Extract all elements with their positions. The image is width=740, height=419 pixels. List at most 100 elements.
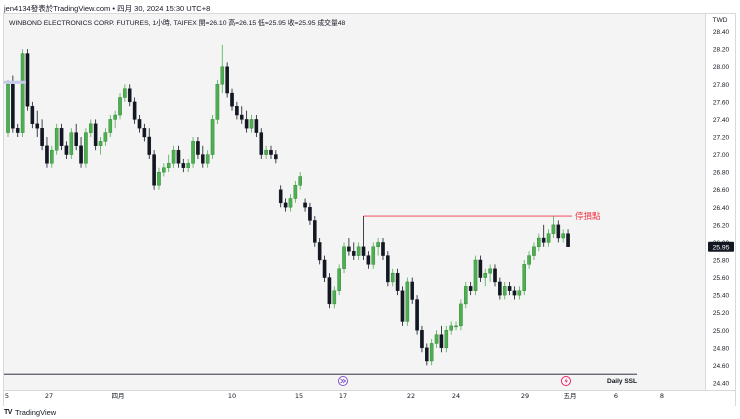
candle-body[interactable] bbox=[59, 128, 64, 146]
candle-body[interactable] bbox=[230, 92, 234, 107]
candle-body[interactable] bbox=[54, 128, 59, 151]
candle-body[interactable] bbox=[108, 119, 113, 133]
candle-body[interactable] bbox=[386, 255, 390, 283]
candle-body[interactable] bbox=[537, 237, 541, 248]
candle-body[interactable] bbox=[566, 233, 570, 248]
candle-body[interactable] bbox=[264, 149, 268, 155]
candle-body[interactable] bbox=[147, 136, 152, 155]
candle-body[interactable] bbox=[220, 66, 225, 85]
candle-body[interactable] bbox=[152, 154, 156, 186]
candle-body[interactable] bbox=[400, 290, 405, 322]
candle-body[interactable] bbox=[20, 53, 25, 133]
candle-body[interactable] bbox=[405, 281, 410, 322]
candle-body[interactable] bbox=[502, 286, 507, 296]
candle-body[interactable] bbox=[332, 290, 337, 305]
candle-body[interactable] bbox=[239, 114, 244, 120]
candle-body[interactable] bbox=[127, 88, 132, 103]
candle-body[interactable] bbox=[541, 237, 546, 243]
candle-body[interactable] bbox=[337, 268, 341, 291]
candle-body[interactable] bbox=[478, 259, 483, 278]
candle-body[interactable] bbox=[381, 242, 385, 256]
candle-body[interactable] bbox=[308, 207, 312, 221]
candle-body[interactable] bbox=[303, 202, 307, 208]
candle-body[interactable] bbox=[347, 246, 351, 252]
candle-body[interactable] bbox=[84, 132, 88, 164]
candle-body[interactable] bbox=[191, 141, 195, 164]
candle-body[interactable] bbox=[517, 290, 522, 296]
candle-body[interactable] bbox=[507, 286, 512, 291]
candle-body[interactable] bbox=[181, 163, 186, 168]
candle-body[interactable] bbox=[74, 132, 78, 146]
candle-body[interactable] bbox=[371, 246, 376, 265]
candle-body[interactable] bbox=[249, 119, 254, 129]
candle-body[interactable] bbox=[488, 268, 492, 274]
candle-body[interactable] bbox=[166, 163, 171, 168]
candle-body[interactable] bbox=[278, 189, 283, 204]
candle-body[interactable] bbox=[288, 198, 293, 208]
candle-body[interactable] bbox=[527, 255, 531, 265]
candle-body[interactable] bbox=[322, 259, 327, 278]
candle-body[interactable] bbox=[118, 97, 122, 116]
candle-body[interactable] bbox=[444, 330, 449, 349]
candle-body[interactable] bbox=[235, 106, 239, 116]
candle-body[interactable] bbox=[200, 154, 205, 164]
candle-body[interactable] bbox=[6, 84, 10, 133]
candle-body[interactable] bbox=[522, 264, 527, 291]
candle-body[interactable] bbox=[327, 277, 332, 305]
candle-body[interactable] bbox=[45, 145, 49, 164]
candle-body[interactable] bbox=[425, 347, 429, 362]
candle-body[interactable] bbox=[551, 224, 556, 234]
candle-body[interactable] bbox=[254, 119, 259, 133]
candle-body[interactable] bbox=[449, 325, 453, 331]
candle-body[interactable] bbox=[244, 119, 249, 129]
candle-body[interactable] bbox=[468, 286, 473, 291]
candle-body[interactable] bbox=[283, 202, 288, 208]
candle-body[interactable] bbox=[123, 88, 127, 98]
candle-body[interactable] bbox=[532, 246, 536, 256]
candle-body[interactable] bbox=[361, 246, 366, 256]
candle-body[interactable] bbox=[410, 281, 415, 300]
candle-body[interactable] bbox=[137, 119, 142, 129]
candle-body[interactable] bbox=[35, 123, 40, 129]
candle-body[interactable] bbox=[142, 128, 147, 138]
candle-body[interactable] bbox=[88, 123, 93, 133]
candle-body[interactable] bbox=[259, 132, 264, 155]
forward-arrow-icon[interactable] bbox=[338, 376, 348, 386]
candle-body[interactable] bbox=[157, 171, 161, 186]
candle-body[interactable] bbox=[498, 281, 502, 296]
candle-body[interactable] bbox=[113, 114, 117, 120]
candle-body[interactable] bbox=[356, 246, 361, 256]
price-scale[interactable] bbox=[705, 14, 735, 390]
candle-body[interactable] bbox=[351, 250, 356, 256]
candle-body[interactable] bbox=[483, 272, 488, 278]
candle-body[interactable] bbox=[11, 84, 15, 129]
candle-body[interactable] bbox=[313, 220, 317, 243]
candle-body[interactable] bbox=[274, 154, 278, 160]
candle-body[interactable] bbox=[454, 325, 458, 328]
time-axis[interactable] bbox=[4, 390, 735, 406]
candle-body[interactable] bbox=[395, 272, 400, 291]
candle-body[interactable] bbox=[225, 66, 229, 94]
candle-body[interactable] bbox=[30, 106, 35, 125]
candle-body[interactable] bbox=[298, 176, 303, 186]
candle-body[interactable] bbox=[342, 246, 346, 269]
candle-body[interactable] bbox=[93, 123, 98, 146]
candle-body[interactable] bbox=[434, 334, 439, 344]
candle-body[interactable] bbox=[196, 141, 200, 155]
candle-body[interactable] bbox=[512, 290, 517, 296]
candle-body[interactable] bbox=[376, 242, 380, 248]
candle-body[interactable] bbox=[25, 53, 30, 107]
candle-body[interactable] bbox=[493, 268, 497, 283]
candle-body[interactable] bbox=[317, 242, 322, 261]
candle-body[interactable] bbox=[205, 154, 210, 164]
candle-body[interactable] bbox=[420, 330, 424, 349]
candle-body[interactable] bbox=[132, 101, 137, 120]
candle-body[interactable] bbox=[50, 149, 54, 164]
candle-body[interactable] bbox=[162, 167, 166, 173]
candle-body[interactable] bbox=[176, 149, 181, 164]
candle-body[interactable] bbox=[64, 145, 69, 155]
candle-body[interactable] bbox=[415, 299, 419, 331]
candle-body[interactable] bbox=[366, 255, 371, 265]
candle-body[interactable] bbox=[439, 334, 444, 349]
